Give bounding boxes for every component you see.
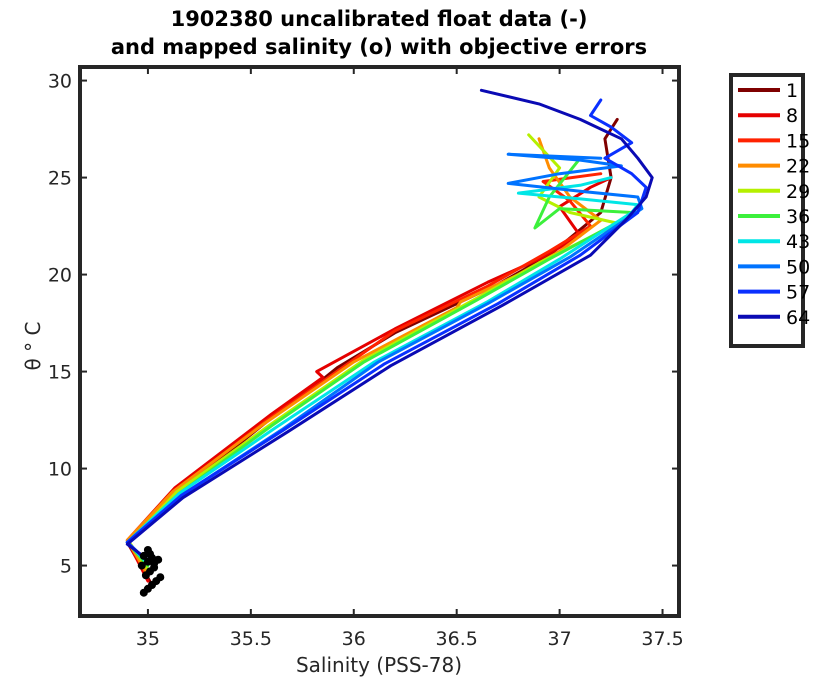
legend-label-36: 36 [786, 206, 810, 228]
series-line-57 [125, 98, 648, 564]
x-tick-label: 37.5 [641, 628, 683, 650]
legend-label-64: 64 [786, 307, 810, 329]
legend-label-1: 1 [786, 80, 798, 102]
y-tick-label: 25 [48, 168, 72, 190]
y-tick-label: 5 [60, 556, 72, 578]
chart-title-line-2: and mapped salinity (o) with objective e… [111, 35, 647, 59]
legend-label-50: 50 [786, 256, 810, 278]
mapped-point [137, 561, 146, 570]
mapped-salinity-points [137, 546, 165, 597]
y-tick-label: 15 [48, 362, 72, 384]
legend-label-15: 15 [786, 130, 810, 152]
x-tick-label: 35 [136, 628, 160, 650]
x-axis-ticks: 35 35.5 36 36.5 37 37.5 [136, 67, 684, 650]
legend-label-57: 57 [786, 282, 810, 304]
mapped-point [139, 551, 148, 560]
y-tick-label: 20 [48, 265, 72, 287]
y-axis-ticks: 5 10 15 20 25 30 [48, 71, 679, 578]
y-tick-label: 30 [48, 71, 72, 93]
x-tick-label: 36 [342, 628, 366, 650]
mapped-point [143, 546, 152, 554]
x-axis-label: Salinity (PSS-78) [296, 653, 462, 677]
x-tick-label: 37 [548, 628, 572, 650]
legend: 1 8 15 22 29 36 43 50 57 64 [738, 80, 810, 329]
series-layer [125, 88, 654, 587]
plot-frame [78, 65, 681, 618]
x-tick-label: 36.5 [436, 628, 478, 650]
mapped-point [156, 573, 165, 582]
legend-label-29: 29 [786, 181, 810, 203]
legend-box [729, 73, 805, 348]
series-line-64 [125, 88, 654, 562]
legend-label-43: 43 [786, 231, 810, 253]
legend-label-8: 8 [786, 105, 798, 127]
series-line-43 [125, 176, 640, 566]
y-tick-label: 10 [48, 459, 72, 481]
series-line-29 [127, 133, 623, 571]
legend-label-22: 22 [786, 156, 810, 178]
y-axis-label: θ ° C [21, 322, 45, 371]
chart-title-line-1: 1902380 uncalibrated float data (-) [171, 7, 588, 31]
mapped-point [154, 555, 163, 564]
x-tick-label: 35.5 [230, 628, 272, 650]
